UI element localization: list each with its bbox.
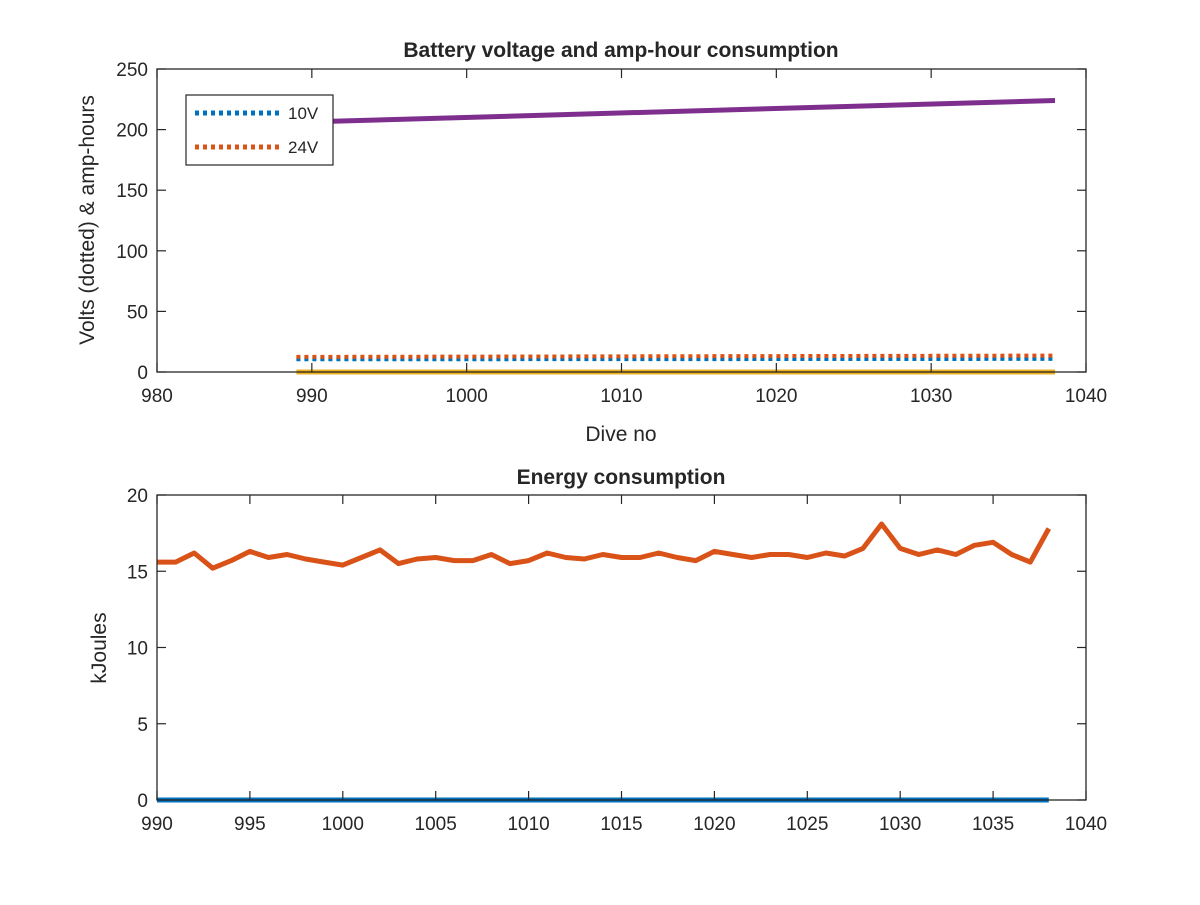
energy-x-tick-label: 1020 (693, 814, 735, 835)
energy-y-axis-label: kJoules (88, 612, 111, 683)
energy-y-tick-label: 15 (127, 562, 148, 583)
energy-y-tick-label: 5 (137, 715, 148, 736)
energy-x-tick-label: 1035 (972, 814, 1014, 835)
voltage-x-tick-label: 1000 (446, 386, 488, 407)
energy-plot-area (157, 495, 1086, 800)
energy-x-tick-label: 1005 (415, 814, 457, 835)
voltage-x-axis-label: Dive no (585, 423, 656, 446)
voltage-x-tick-label: 1030 (910, 386, 952, 407)
voltage-x-tick-label: 1010 (600, 386, 642, 407)
voltage-x-tick-label: 990 (296, 386, 328, 407)
voltage-y-tick-label: 50 (127, 302, 148, 323)
energy-y-tick-label: 0 (137, 791, 148, 812)
legend-label-10v: 10V (288, 104, 319, 123)
energy-x-tick-label: 990 (141, 814, 173, 835)
energy-x-tick-label: 1000 (322, 814, 364, 835)
energy-x-tick-label: 1040 (1065, 814, 1107, 835)
voltage-y-tick-label: 250 (116, 60, 148, 81)
voltage-y-tick-label: 150 (116, 181, 148, 202)
voltage-y-axis-label: Volts (dotted) & amp-hours (76, 95, 99, 345)
voltage-legend: 10V 24V (186, 95, 333, 165)
energy-y-tick-label: 20 (127, 486, 148, 507)
energy-x-tick-label: 1010 (507, 814, 549, 835)
energy-y-tick-label: 10 (127, 639, 148, 660)
energy-chart-title: Energy consumption (517, 466, 726, 489)
energy-x-tick-label: 995 (234, 814, 266, 835)
voltage-y-tick-label: 100 (116, 242, 148, 263)
legend-label-24v: 24V (288, 138, 319, 157)
voltage-x-tick-label: 1020 (755, 386, 797, 407)
energy-x-tick-label: 1015 (600, 814, 642, 835)
voltage-y-tick-label: 0 (137, 363, 148, 384)
voltage-y-tick-label: 200 (116, 121, 148, 142)
voltage-chart-title: Battery voltage and amp-hour consumption (403, 39, 838, 62)
energy-x-tick-label: 1030 (879, 814, 921, 835)
voltage-x-tick-label: 980 (141, 386, 173, 407)
energy-x-tick-label: 1025 (786, 814, 828, 835)
voltage-x-tick-label: 1040 (1065, 386, 1107, 407)
